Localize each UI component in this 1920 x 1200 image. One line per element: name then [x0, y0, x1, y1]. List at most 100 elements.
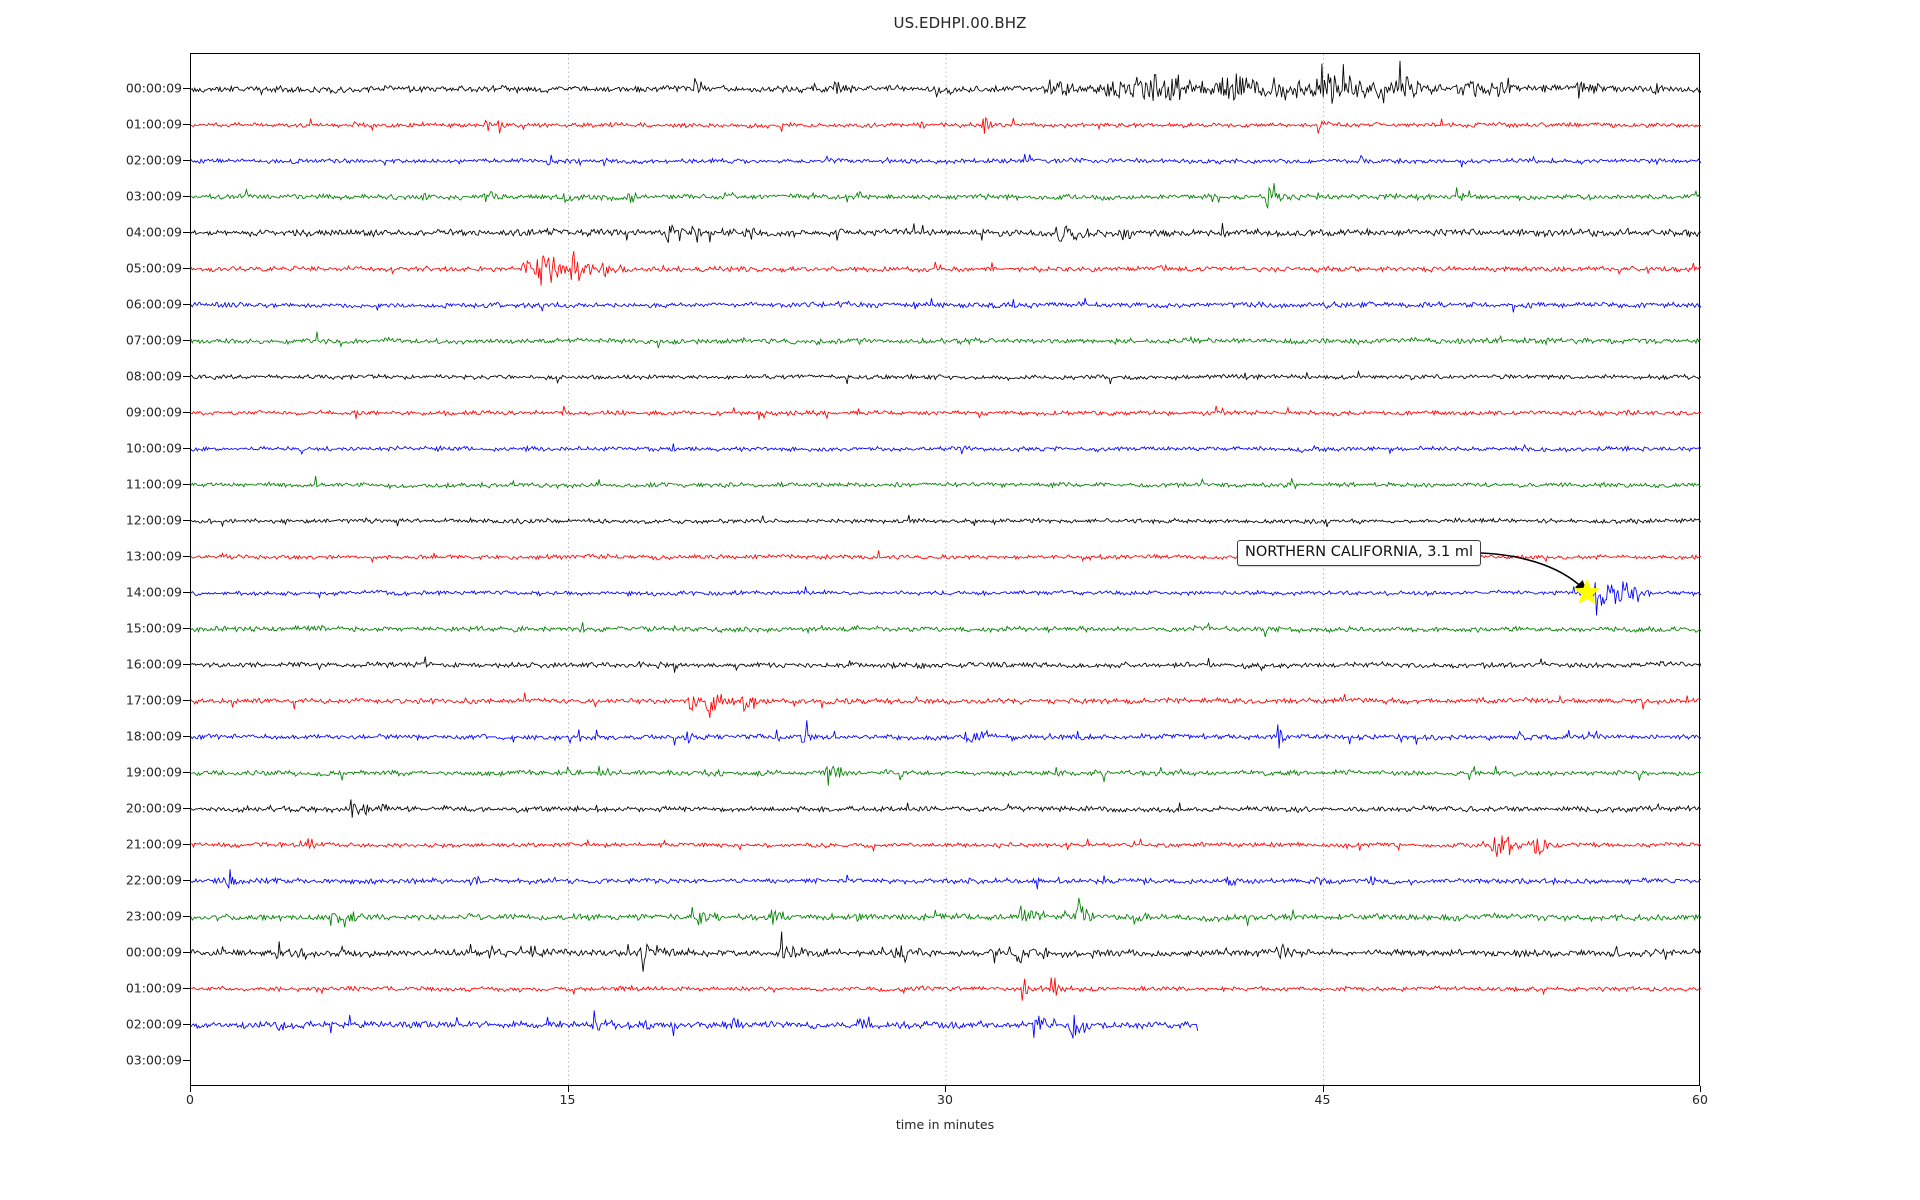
seismic-trace — [191, 60, 1701, 104]
y-axis-tick-mark — [183, 952, 190, 953]
y-axis-tick-label: 00:00:09 — [125, 944, 182, 960]
y-axis-tick-label: 12:00:09 — [125, 512, 182, 528]
y-axis-tick-mark — [183, 340, 190, 341]
seismic-trace — [191, 223, 1701, 243]
x-axis-tick-label: 45 — [1314, 1092, 1331, 1107]
seismic-trace — [191, 1010, 1199, 1039]
y-axis-tick-label: 10:00:09 — [125, 440, 182, 456]
seismic-trace — [191, 370, 1701, 385]
y-axis-tick-mark — [183, 628, 190, 629]
y-axis-tick-mark — [183, 376, 190, 377]
y-axis-tick-mark — [183, 412, 190, 413]
y-axis-tick-mark — [183, 88, 190, 89]
y-axis-tick-label: 16:00:09 — [125, 656, 182, 672]
y-axis-tick-label: 18:00:09 — [125, 728, 182, 744]
seismic-trace — [191, 154, 1701, 168]
seismic-trace — [191, 331, 1701, 349]
y-axis-tick-label: 02:00:09 — [125, 1016, 182, 1032]
y-axis-tick-label: 20:00:09 — [125, 800, 182, 816]
y-axis-tick-label: 09:00:09 — [125, 404, 182, 420]
y-axis-tick-mark — [183, 664, 190, 665]
x-axis-tick-label: 15 — [559, 1092, 576, 1107]
y-axis-tick-mark — [183, 232, 190, 233]
x-axis-tick-label: 30 — [937, 1092, 953, 1107]
seismic-trace — [191, 799, 1701, 818]
y-axis-tick-mark — [183, 160, 190, 161]
y-axis-tick-label: 03:00:09 — [125, 1052, 182, 1068]
seismic-trace — [191, 514, 1701, 528]
y-axis-tick-mark — [183, 880, 190, 881]
seismic-trace — [191, 621, 1701, 638]
seismic-trace — [191, 183, 1701, 210]
seismic-trace — [191, 116, 1701, 134]
x-axis-tick-label: 0 — [186, 1092, 194, 1107]
y-axis-tick-label: 01:00:09 — [125, 116, 182, 132]
seismic-trace — [191, 835, 1701, 857]
y-axis-tick-mark — [183, 592, 190, 593]
y-axis-tick-label: 13:00:09 — [125, 548, 182, 564]
event-annotation-label[interactable]: NORTHERN CALIFORNIA, 3.1 ml — [1237, 540, 1482, 566]
y-axis-tick-mark — [183, 844, 190, 845]
seismic-trace — [191, 977, 1701, 1001]
y-axis-tick-label: 17:00:09 — [125, 692, 182, 708]
seismic-trace — [191, 475, 1701, 490]
y-axis-tick-mark — [183, 124, 190, 125]
y-axis-tick-mark — [183, 448, 190, 449]
y-axis-tick-label: 07:00:09 — [125, 332, 182, 348]
seismic-trace — [191, 931, 1701, 972]
seismic-trace — [191, 720, 1701, 749]
seismic-trace — [191, 656, 1701, 673]
y-axis-tick-mark — [183, 1024, 190, 1025]
y-axis-tick-labels: 00:00:09 01:00:09 02:00:09 03:00:09 04:00:09… — [0, 0, 182, 1200]
y-axis-tick-label: 02:00:09 — [125, 152, 182, 168]
x-axis-tick-mark — [1322, 1086, 1324, 1092]
y-axis-tick-label: 21:00:09 — [125, 836, 182, 852]
y-axis-tick-label: 15:00:09 — [125, 620, 182, 636]
y-axis-tick-mark — [183, 484, 190, 485]
seismic-trace — [191, 581, 1701, 616]
y-axis-tick-mark — [183, 736, 190, 737]
y-axis-tick-mark — [183, 1060, 190, 1061]
plot-area — [190, 53, 1701, 1087]
y-axis-tick-label: 03:00:09 — [125, 188, 182, 204]
y-axis-tick-label: 14:00:09 — [125, 584, 182, 600]
y-axis-tick-label: 08:00:09 — [125, 368, 182, 384]
seismic-trace — [191, 251, 1701, 286]
y-axis-tick-label: 05:00:09 — [125, 260, 182, 276]
y-axis-tick-label: 06:00:09 — [125, 296, 182, 312]
seismic-trace — [191, 869, 1701, 890]
page-title: US.EDHPI.00.BHZ — [893, 14, 1027, 32]
x-axis-tick-mark — [190, 1086, 191, 1092]
y-axis-tick-label: 19:00:09 — [125, 764, 182, 780]
seismogram-traces — [191, 54, 1701, 1087]
x-axis-tick-mark — [945, 1086, 946, 1092]
y-axis-tick-mark — [183, 196, 190, 197]
x-axis-label: time in minutes — [895, 1117, 995, 1132]
x-axis-tick-mark — [1700, 1086, 1701, 1092]
y-axis-tick-mark — [183, 268, 190, 269]
y-axis-tick-mark — [183, 520, 190, 521]
event-star-icon — [1573, 579, 1600, 605]
y-axis-tick-label: 11:00:09 — [125, 476, 182, 492]
y-axis-tick-label: 04:00:09 — [125, 224, 182, 240]
x-axis-tick-mark — [567, 1086, 569, 1092]
y-axis-tick-label: 22:00:09 — [125, 872, 182, 888]
seismic-trace — [191, 765, 1701, 786]
seismic-trace — [191, 692, 1701, 719]
y-axis-tick-label: 00:00:09 — [125, 80, 182, 96]
seismic-trace — [191, 405, 1701, 420]
y-axis-tick-mark — [183, 304, 190, 305]
seismic-trace — [191, 297, 1701, 313]
y-axis-tick-mark — [183, 916, 190, 917]
x-axis-tick-labels: 0 15 30 45 60 — [0, 1092, 1920, 1116]
seismic-trace — [191, 443, 1701, 456]
y-axis-tick-label: 01:00:09 — [125, 980, 182, 996]
y-axis-tick-mark — [183, 556, 190, 557]
y-axis-tick-mark — [183, 700, 190, 701]
y-axis-tick-mark — [183, 772, 190, 773]
x-axis-tick-label: 60 — [1692, 1092, 1708, 1107]
y-axis-tick-mark — [183, 988, 190, 989]
y-axis-tick-label: 23:00:09 — [125, 908, 182, 924]
y-axis-tick-mark — [183, 808, 190, 809]
